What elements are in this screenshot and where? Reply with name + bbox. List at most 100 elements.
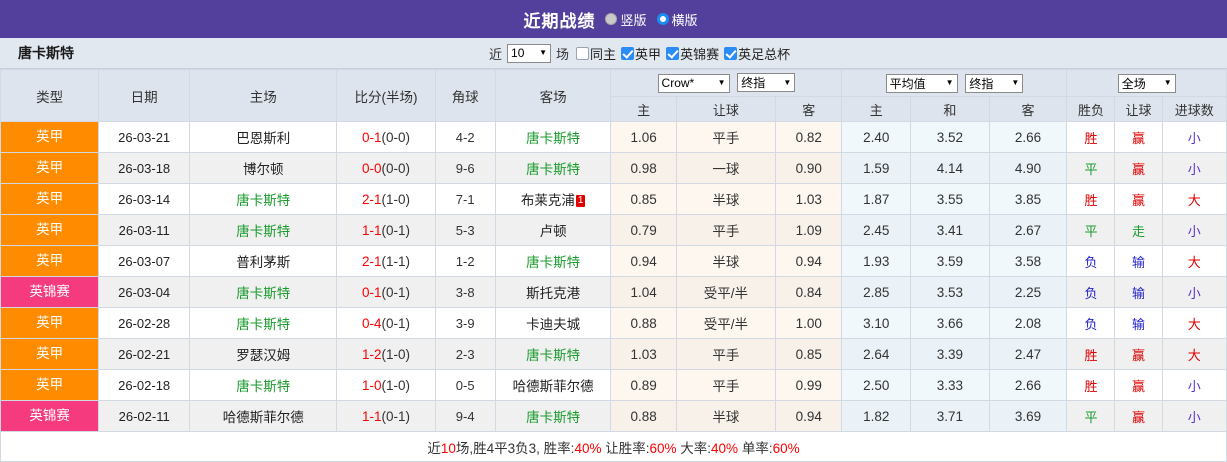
handicap-away-odds: 0.84 <box>795 284 822 300</box>
away-team[interactable]: 卡迪夫城 <box>526 317 581 332</box>
table-row[interactable]: 英锦赛 26-03-04 唐卡斯特 0-1(0-1) 3-8 斯托克港 1.04 受平/半 0.… <box>0 276 1227 308</box>
away-team[interactable]: 唐卡斯特 <box>526 348 581 363</box>
col-home: 主场 <box>189 69 338 122</box>
checkbox-league-yingjinsai[interactable] <box>666 46 680 60</box>
table-row[interactable]: 英甲 26-03-18 博尔顿 0-0(0-0) 9-6 唐卡斯特 0.98 一球 0.90 1.… <box>0 152 1227 184</box>
cell-hcap-away: 0.85 <box>774 338 843 370</box>
cell-away[interactable]: 卡迪夫城 <box>494 307 612 339</box>
away-team[interactable]: 卢顿 <box>539 224 567 239</box>
cell-home[interactable]: 罗瑟汉姆 <box>189 338 338 370</box>
cell-away[interactable]: 卢顿 <box>494 214 612 246</box>
away-team[interactable]: 哈德斯菲尔德 <box>512 379 594 394</box>
cell-eur-away: 2.08 <box>988 307 1068 339</box>
table-row[interactable]: 英甲 26-02-28 唐卡斯特 0-4(0-1) 3-9 卡迪夫城 0.88 受平/半 1.0… <box>0 307 1227 339</box>
red-card-badge: 1 <box>575 195 586 207</box>
cell-eur-draw: 3.66 <box>909 307 990 339</box>
table-row[interactable]: 英甲 26-03-11 唐卡斯特 1-1(0-1) 5-3 卢顿 0.79 平手 1.09 2.4… <box>0 214 1227 246</box>
cell-away[interactable]: 唐卡斯特 <box>494 338 612 370</box>
radio-vertical-icon[interactable] <box>605 13 618 25</box>
full-time-score: 0-0(0-0) <box>361 160 410 176</box>
away-team[interactable]: 斯托克港 <box>526 286 581 301</box>
result-handicap: 输 <box>1131 316 1145 332</box>
cell-away[interactable]: 斯托克港 <box>494 276 612 308</box>
result-goals: 大 <box>1187 254 1201 270</box>
match-count-value: 10 <box>511 46 525 60</box>
home-team[interactable]: 博尔顿 <box>243 162 284 177</box>
cell-home[interactable]: 唐卡斯特 <box>189 276 338 308</box>
home-team[interactable]: 唐卡斯特 <box>236 317 291 332</box>
away-team[interactable]: 布莱克浦 1 <box>520 193 586 208</box>
summary-part: 单率: <box>738 440 773 456</box>
cell-res-goals: 大 <box>1161 245 1227 277</box>
cell-res-hcap: 赢 <box>1114 152 1163 184</box>
cell-away[interactable]: 唐卡斯特 <box>494 152 612 184</box>
handicap-stage-select[interactable]: 终指 ▼ <box>737 73 796 93</box>
table-row[interactable]: 英甲 26-02-18 唐卡斯特 1-0(1-0) 0-5 哈德斯菲尔德 0.89 平手 0.9… <box>0 369 1227 401</box>
cell-away[interactable]: 哈德斯菲尔德 <box>494 369 612 401</box>
corner-score: 4-2 <box>455 129 475 145</box>
corner-score: 5-3 <box>455 222 475 238</box>
cell-home[interactable]: 唐卡斯特 <box>189 307 338 339</box>
away-team[interactable]: 唐卡斯特 <box>526 410 581 425</box>
european-home-odds: 1.87 <box>863 191 890 207</box>
cell-score: 1-0(1-0) <box>336 369 436 401</box>
view-mode-horizontal[interactable]: 横版 <box>656 10 704 29</box>
away-team[interactable]: 唐卡斯特 <box>526 162 581 177</box>
cell-away[interactable]: 唐卡斯特 <box>494 121 612 153</box>
cell-corner: 4-2 <box>434 121 496 153</box>
match-count-select[interactable]: 10 ▼ <box>507 43 552 63</box>
home-team[interactable]: 唐卡斯特 <box>236 224 291 239</box>
home-team[interactable]: 巴恩斯利 <box>236 131 291 146</box>
recent-prefix-label: 近 <box>489 46 503 62</box>
away-team[interactable]: 唐卡斯特 <box>526 255 581 270</box>
cell-home[interactable]: 唐卡斯特 <box>189 369 338 401</box>
result-goals: 大 <box>1187 316 1201 332</box>
european-stage-select[interactable]: 终指 ▼ <box>965 73 1024 93</box>
european-type-select[interactable]: 平均值 ▼ <box>885 73 958 93</box>
result-win-loss: 胜 <box>1084 347 1098 363</box>
odds-company-select[interactable]: Crow* ▼ <box>657 73 730 93</box>
radio-horizontal-icon[interactable] <box>656 13 669 25</box>
result-win-loss: 平 <box>1084 223 1098 239</box>
cell-eur-home: 2.45 <box>841 214 911 246</box>
cell-date: 26-02-18 <box>98 369 191 401</box>
checkbox-league-yingjia[interactable] <box>621 46 635 60</box>
cell-away[interactable]: 唐卡斯特 <box>494 245 612 277</box>
cell-home[interactable]: 哈德斯菲尔德 <box>189 400 338 432</box>
cell-eur-home: 1.59 <box>841 152 911 184</box>
cell-res-wl: 平 <box>1066 400 1116 432</box>
cell-home[interactable]: 巴恩斯利 <box>189 121 338 153</box>
home-team[interactable]: 唐卡斯特 <box>236 193 291 208</box>
view-mode-vertical[interactable]: 竖版 <box>605 10 652 29</box>
cell-away[interactable]: 布莱克浦 1 <box>494 183 612 215</box>
result-scope-select[interactable]: 全场 ▼ <box>1117 73 1176 93</box>
handicap-away-odds: 1.09 <box>795 222 822 238</box>
table-row[interactable]: 英甲 26-03-07 普利茅斯 2-1(1-1) 1-2 唐卡斯特 0.94 半球 0.94 1… <box>0 245 1227 277</box>
cell-home[interactable]: 唐卡斯特 <box>189 183 338 215</box>
chevron-down-icon: ▼ <box>717 78 726 88</box>
cell-away[interactable]: 唐卡斯特 <box>494 400 612 432</box>
cell-hcap-away: 0.94 <box>774 400 843 432</box>
league-badge: 英甲 <box>1 153 98 183</box>
cell-home[interactable]: 唐卡斯特 <box>189 214 338 246</box>
full-time-score: 0-4(0-1) <box>361 315 410 331</box>
checkbox-same-home[interactable] <box>576 46 590 60</box>
cell-type: 英甲 <box>0 307 100 339</box>
home-team[interactable]: 唐卡斯特 <box>236 379 291 394</box>
summary-part: 让胜率: <box>601 440 650 456</box>
home-team[interactable]: 普利茅斯 <box>236 255 291 270</box>
cell-hcap-home: 1.06 <box>610 121 677 153</box>
table-row[interactable]: 英锦赛 26-02-11 哈德斯菲尔德 1-1(0-1) 9-4 唐卡斯特 0.88 半球 0.… <box>0 400 1227 432</box>
cell-home[interactable]: 普利茅斯 <box>189 245 338 277</box>
home-team[interactable]: 唐卡斯特 <box>236 286 291 301</box>
cell-home[interactable]: 博尔顿 <box>189 152 338 184</box>
home-team[interactable]: 罗瑟汉姆 <box>236 348 291 363</box>
table-row[interactable]: 英甲 26-03-21 巴恩斯利 0-1(0-0) 4-2 唐卡斯特 1.06 平手 0.82 2… <box>0 121 1227 153</box>
checkbox-league-facup[interactable] <box>724 46 738 60</box>
table-row[interactable]: 英甲 26-02-21 罗瑟汉姆 1-2(1-0) 2-3 唐卡斯特 1.03 平手 0.85 2… <box>0 338 1227 370</box>
handicap-home-odds: 0.94 <box>630 253 657 269</box>
table-row[interactable]: 英甲 26-03-14 唐卡斯特 2-1(1-0) 7-1 布莱克浦 1 0.85 半球 1.03… <box>0 183 1227 215</box>
home-team[interactable]: 哈德斯菲尔德 <box>222 410 304 425</box>
away-team[interactable]: 唐卡斯特 <box>526 131 581 146</box>
cell-hcap-line: 半球 <box>675 245 776 277</box>
